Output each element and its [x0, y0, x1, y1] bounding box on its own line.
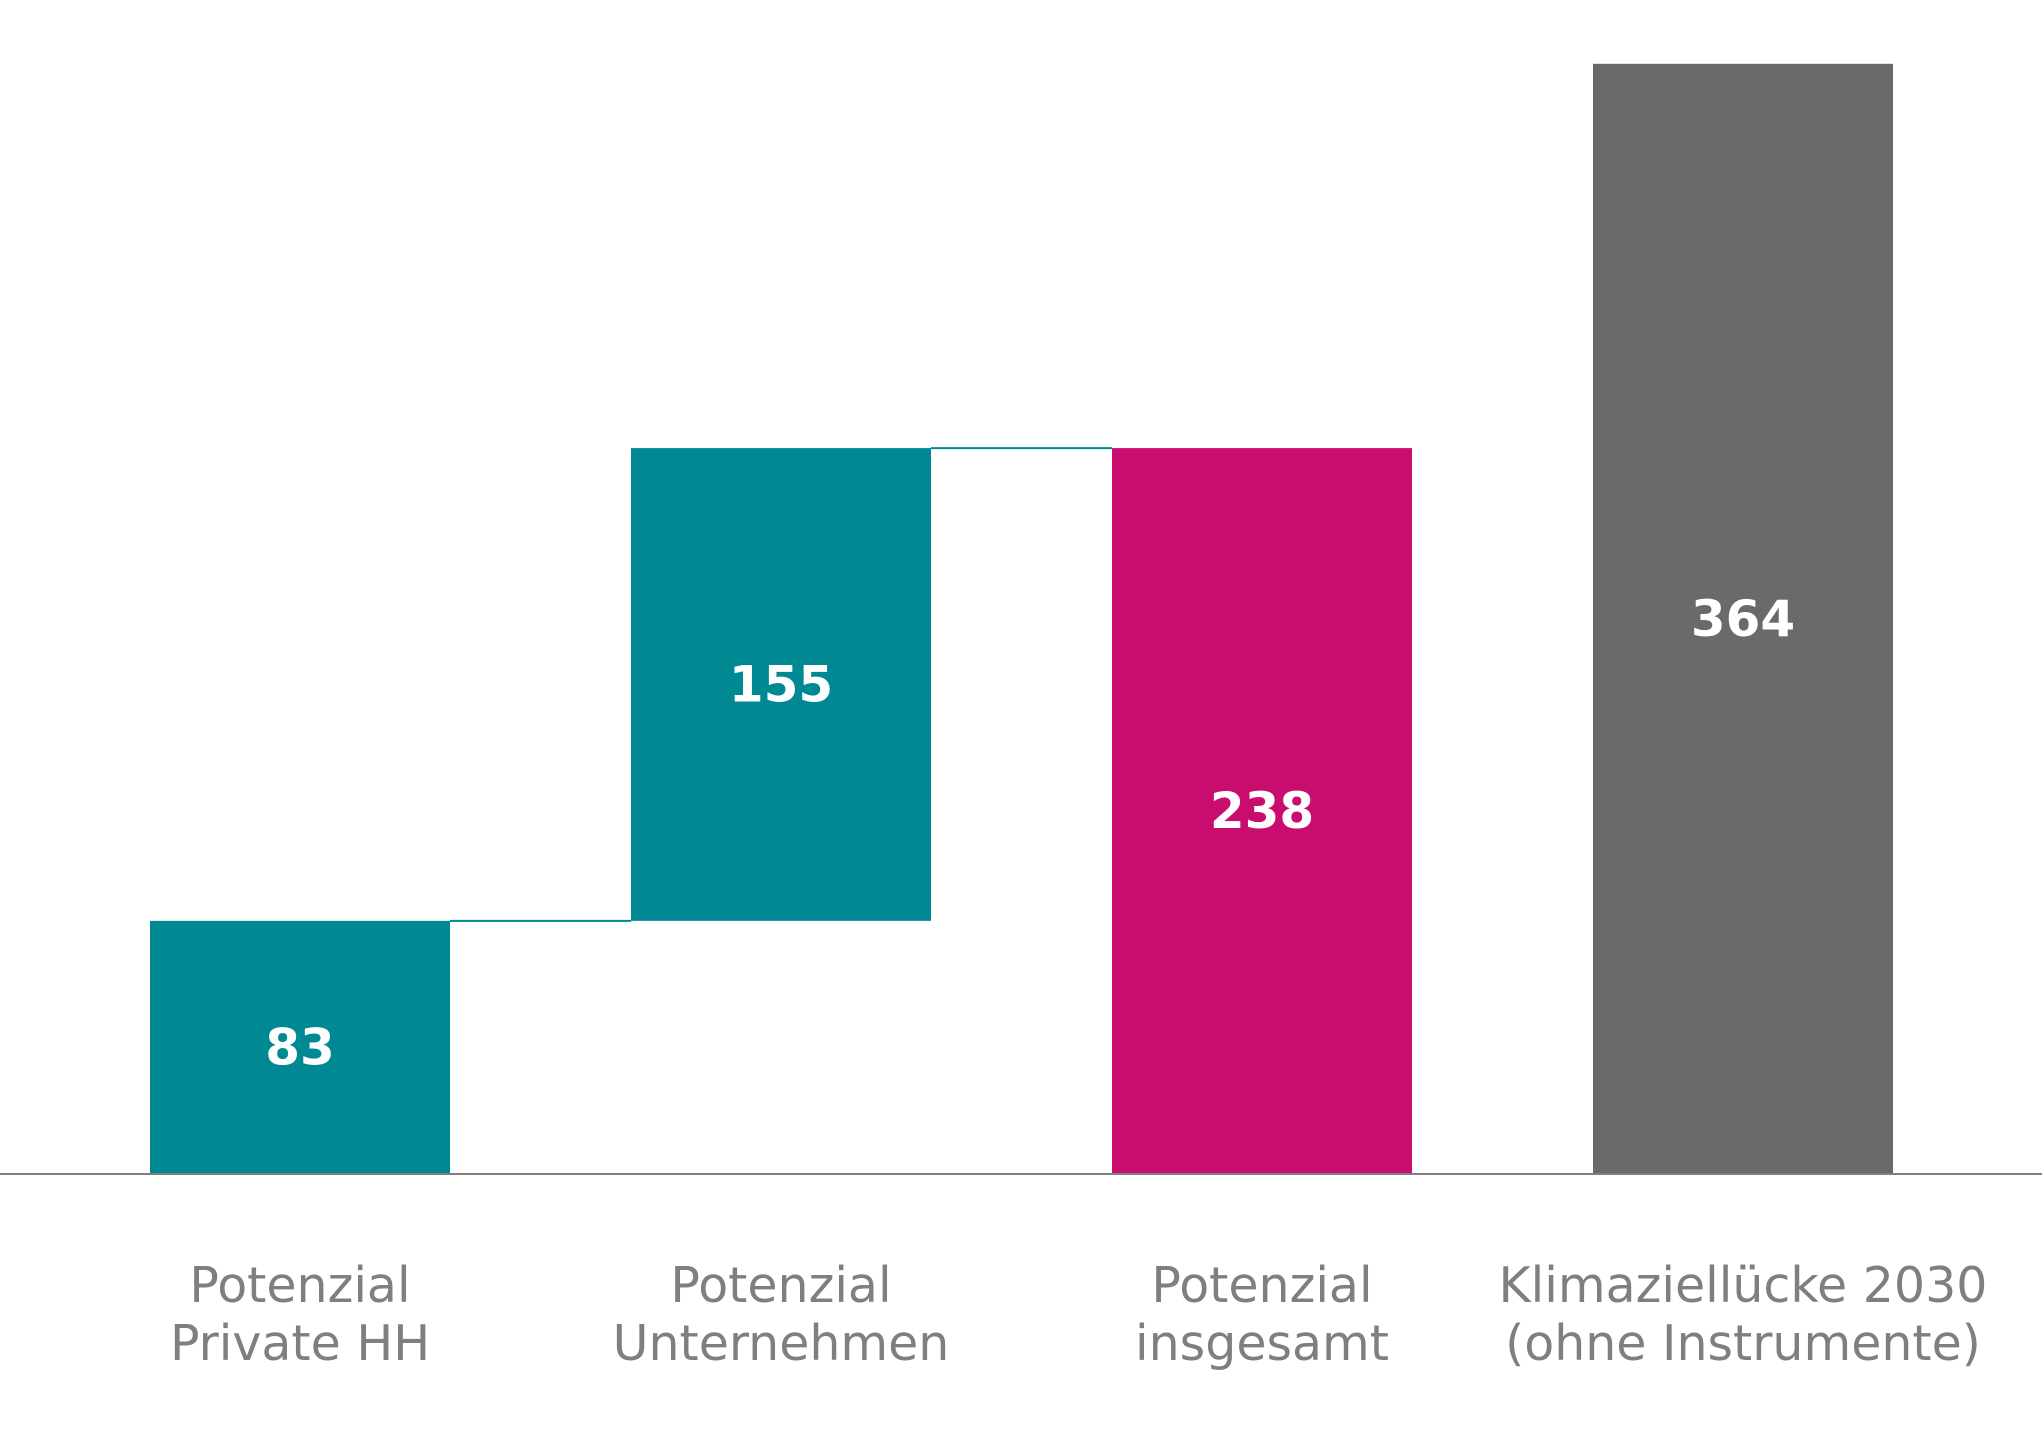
category-label-3-line-2: (ohne Instrumente): [1505, 1315, 1981, 1372]
bar-3: [1593, 63, 1893, 1174]
category-label-1-line-1: Potenzial: [670, 1257, 892, 1314]
value-labels-group: 83 155 238 364: [265, 590, 1795, 1077]
category-label-2-line-1: Potenzial: [1151, 1257, 1373, 1314]
category-label-2-line-2: insgesamt: [1135, 1315, 1389, 1372]
value-label-0: 83: [265, 1018, 335, 1076]
category-label-3-line-1: Klimaziellücke 2030: [1498, 1257, 1988, 1314]
value-label-2: 238: [1210, 782, 1314, 840]
value-label-3: 364: [1691, 590, 1795, 648]
category-label-0: Potenzial Private HH: [40, 1257, 560, 1373]
category-label-0-line-2: Private HH: [169, 1315, 431, 1372]
bar-0: [150, 920, 450, 1174]
category-label-2: Potenzial insgesamt: [1002, 1257, 1522, 1373]
value-label-1: 155: [729, 655, 833, 713]
category-label-1: Potenzial Unternehmen: [521, 1257, 1041, 1373]
connector-lines: [450, 447, 1112, 922]
bars-group: [150, 63, 1893, 1175]
category-label-3: Klimaziellücke 2030 (ohne Instrumente): [1483, 1257, 2003, 1373]
category-label-0-line-1: Potenzial: [189, 1257, 411, 1314]
category-label-1-line-2: Unternehmen: [612, 1315, 950, 1372]
bar-2: [1112, 448, 1412, 1175]
bar-1: [631, 448, 931, 921]
